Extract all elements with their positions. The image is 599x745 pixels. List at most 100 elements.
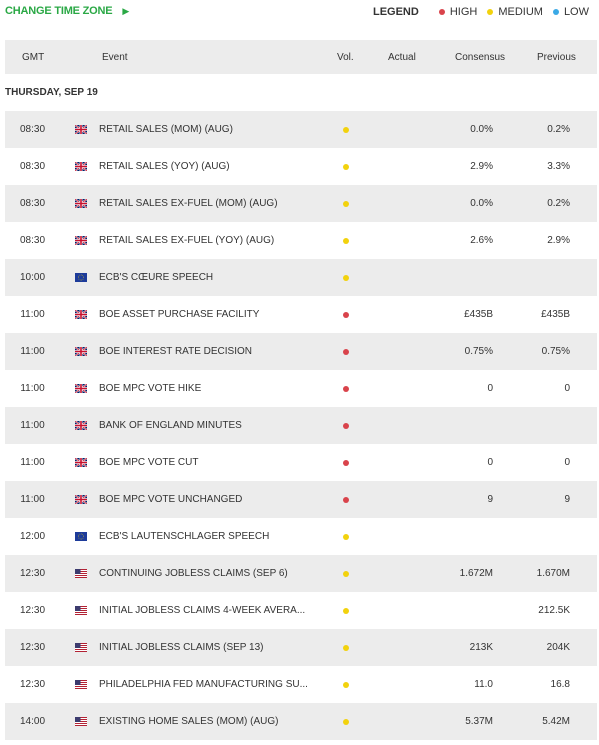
row-event-name[interactable]: RETAIL SALES (YOY) (AUG)	[99, 161, 230, 172]
row-consensus: 2.6%	[470, 235, 493, 246]
row-event-name[interactable]: ECB'S LAUTENSCHLAGER SPEECH	[99, 531, 270, 542]
row-event-name[interactable]: INITIAL JOBLESS CLAIMS 4-WEEK AVERA...	[99, 605, 306, 616]
row-time: 11:00	[20, 420, 45, 431]
row-event-name[interactable]: BOE INTEREST RATE DECISION	[99, 346, 252, 357]
table-row[interactable]: 08:30 RETAIL SALES EX-FUEL (MOM) (AUG) 0.0…	[5, 185, 597, 222]
volatility-medium-dot-icon	[343, 275, 349, 281]
table-row[interactable]: 11:00 BOE INTEREST RATE DECISION 0.75% 0.75…	[5, 333, 597, 370]
row-previous: £435B	[541, 309, 570, 320]
legend-item-label: LOW	[563, 6, 589, 18]
row-event-name[interactable]: BOE ASSET PURCHASE FACILITY	[99, 309, 260, 320]
row-time: 11:00	[20, 494, 45, 505]
volatility-medium-dot-icon	[343, 571, 349, 577]
change-time-zone-link[interactable]: CHANGE TIME ZONE ▶	[5, 5, 129, 17]
eu-flag-icon	[75, 273, 87, 282]
row-event-name[interactable]: EXISTING HOME SALES (MOM) (AUG)	[99, 716, 279, 727]
table-row[interactable]: 11:00 BOE ASSET PURCHASE FACILITY £435B £43…	[5, 296, 597, 333]
volatility-medium-dot-icon	[343, 238, 349, 244]
us-flag-icon	[75, 643, 87, 652]
column-header-actual: Actual	[388, 52, 416, 63]
table-row[interactable]: 11:00 BOE MPC VOTE UNCHANGED 9 9	[5, 481, 597, 518]
volatility-medium-dot-icon	[343, 719, 349, 725]
legend: LEGEND HIGH MEDIUM LOW	[373, 6, 589, 18]
row-event-name[interactable]: BOE MPC VOTE HIKE	[99, 383, 202, 394]
column-header-consensus: Consensus	[455, 52, 506, 63]
column-header-gmt: GMT	[22, 52, 45, 63]
row-consensus: 213K	[469, 642, 493, 653]
us-flag-icon	[75, 606, 87, 615]
volatility-high-dot-icon	[343, 460, 349, 466]
top-bar: CHANGE TIME ZONE ▶ LEGEND HIGH MEDIUM LO…	[0, 0, 599, 26]
row-time: 11:00	[20, 457, 45, 468]
row-event-name[interactable]: PHILADELPHIA FED MANUFACTURING SU...	[99, 679, 308, 690]
row-consensus: 9	[487, 494, 493, 505]
row-consensus: 0	[487, 457, 493, 468]
us-flag-icon	[75, 680, 87, 689]
volatility-medium-dot-icon	[343, 164, 349, 170]
volatility-high-dot-icon	[343, 349, 349, 355]
table-row[interactable]: 11:00 BANK OF ENGLAND MINUTES	[5, 407, 597, 444]
volatility-medium-dot-icon	[343, 682, 349, 688]
row-event-name[interactable]: INITIAL JOBLESS CLAIMS (SEP 13)	[99, 642, 264, 653]
change-time-zone-label: CHANGE TIME ZONE	[5, 5, 113, 17]
row-time: 08:30	[19, 235, 46, 246]
table-row[interactable]: 12:30 CONTINUING JOBLESS CLAIMS (SEP 6) 1.…	[5, 555, 597, 592]
row-time: 12:30	[19, 605, 46, 616]
uk-flag-icon	[75, 310, 87, 319]
row-event-name[interactable]: CONTINUING JOBLESS CLAIMS (SEP 6)	[99, 568, 288, 579]
table-row[interactable]: 11:00 BOE MPC VOTE CUT 0 0	[5, 444, 597, 481]
row-previous: 204K	[546, 642, 570, 653]
row-event-name[interactable]: ECB'S CŒURE SPEECH	[99, 272, 214, 283]
row-consensus: 0.0%	[470, 124, 493, 135]
row-event-name[interactable]: RETAIL SALES EX-FUEL (YOY) (AUG)	[99, 235, 275, 246]
row-time: 12:00	[19, 531, 46, 542]
row-consensus: 0	[487, 383, 493, 394]
row-event-name[interactable]: BANK OF ENGLAND MINUTES	[99, 420, 242, 431]
row-event-name[interactable]: BOE MPC VOTE UNCHANGED	[99, 494, 243, 505]
row-previous: 9	[564, 494, 570, 505]
table-row[interactable]: 12:30 INITIAL JOBLESS CLAIMS 4-WEEK AVERA…	[5, 592, 597, 629]
row-event-name[interactable]: RETAIL SALES (MOM) (AUG)	[99, 124, 233, 135]
table-row[interactable]: 11:00 BOE MPC VOTE HIKE 0 0	[5, 370, 597, 407]
us-flag-icon	[75, 569, 87, 578]
column-header-event: Event	[102, 52, 128, 63]
legend-item-high: HIGH	[438, 6, 477, 18]
row-consensus: 0.75%	[464, 346, 493, 357]
row-time: 12:30	[19, 568, 46, 579]
table-row[interactable]: 08:30 RETAIL SALES (YOY) (AUG) 2.9% 3.3%	[5, 148, 597, 185]
row-time: 11:00	[20, 346, 45, 357]
row-previous: 1.670M	[536, 568, 570, 579]
row-previous: 212.5K	[538, 605, 570, 616]
volatility-high-dot-icon	[343, 312, 349, 318]
table-row[interactable]: 14:00 EXISTING HOME SALES (MOM) (AUG) 5.37…	[5, 703, 597, 740]
events-table: 08:30 RETAIL SALES (MOM) (AUG) 0.0% 0.2% 08:…	[5, 111, 597, 740]
uk-flag-icon	[75, 384, 87, 393]
row-consensus: £435B	[464, 309, 493, 320]
row-time: 12:30	[19, 679, 46, 690]
eu-flag-icon	[75, 532, 87, 541]
volatility-medium-dot-icon	[343, 645, 349, 651]
uk-flag-icon	[75, 199, 87, 208]
row-consensus: 11.0	[474, 679, 493, 690]
column-header-previous: Previous	[537, 52, 576, 63]
table-row[interactable]: 08:30 RETAIL SALES (MOM) (AUG) 0.0% 0.2%	[5, 111, 597, 148]
row-time: 10:00	[19, 272, 46, 283]
row-previous: 16.8	[550, 679, 570, 690]
legend-item-low: LOW	[552, 6, 589, 18]
row-previous: 5.42M	[542, 716, 570, 727]
uk-flag-icon	[75, 495, 87, 504]
table-row[interactable]: 10:00 ECB'S CŒURE SPEECH	[5, 259, 597, 296]
table-row[interactable]: 08:30 RETAIL SALES EX-FUEL (YOY) (AUG) 2.6…	[5, 222, 597, 259]
row-event-name[interactable]: RETAIL SALES EX-FUEL (MOM) (AUG)	[99, 198, 278, 209]
uk-flag-icon	[75, 162, 87, 171]
volatility-medium-dot-icon	[343, 534, 349, 540]
row-event-name[interactable]: BOE MPC VOTE CUT	[99, 457, 199, 468]
row-previous: 2.9%	[547, 235, 570, 246]
table-row[interactable]: 12:30 INITIAL JOBLESS CLAIMS (SEP 13) 213K…	[5, 629, 597, 666]
play-arrow-icon: ▶	[122, 5, 130, 16]
table-row[interactable]: 12:00 ECB'S LAUTENSCHLAGER SPEECH	[5, 518, 597, 555]
volatility-high-dot-icon	[343, 386, 349, 392]
row-time: 08:30	[19, 161, 46, 172]
uk-flag-icon	[75, 236, 87, 245]
table-row[interactable]: 12:30 PHILADELPHIA FED MANUFACTURING SU..…	[5, 666, 597, 703]
